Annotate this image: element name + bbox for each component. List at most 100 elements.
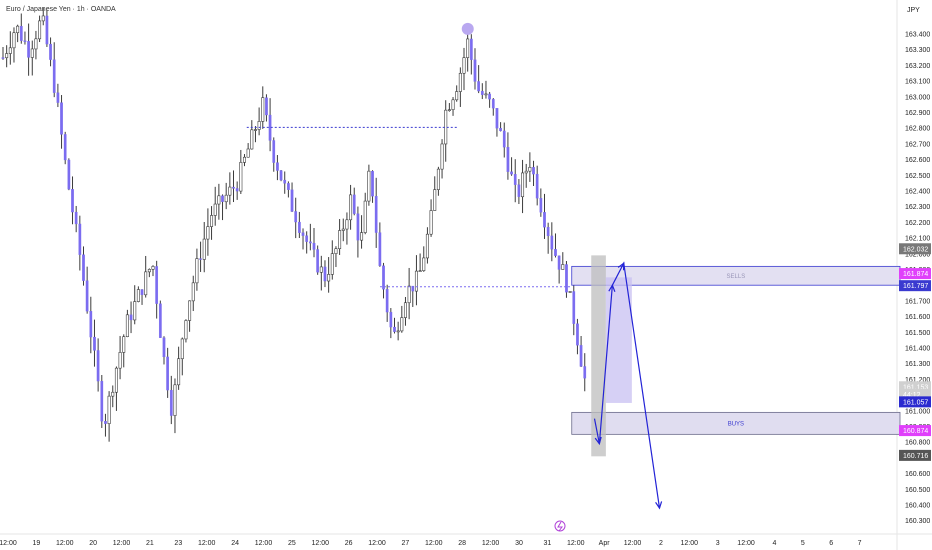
candle <box>568 291 572 293</box>
candle-body <box>250 129 254 150</box>
candle-body <box>411 285 415 292</box>
candle-body <box>104 421 107 424</box>
candle <box>444 100 448 162</box>
candle-body <box>202 238 206 260</box>
x-tick-label: 12:00 <box>311 540 329 547</box>
x-tick-label: 12:00 <box>567 540 585 547</box>
candle-body <box>111 391 115 397</box>
swing-high-marker <box>461 22 474 35</box>
candle <box>85 266 89 314</box>
candle <box>557 255 561 284</box>
candle <box>550 222 554 262</box>
candle-body <box>506 147 510 172</box>
candle-body <box>345 219 349 230</box>
candle <box>144 255 148 298</box>
price-badge-bg <box>899 396 931 408</box>
candle <box>403 296 407 326</box>
candle-body <box>253 129 257 131</box>
candle <box>521 159 525 214</box>
candle-body <box>316 249 320 273</box>
candle <box>349 184 353 230</box>
candle <box>294 197 298 239</box>
candle <box>330 240 334 280</box>
candle-body <box>5 53 9 59</box>
candle <box>411 285 415 307</box>
y-tick-label: 160.500 <box>905 487 930 494</box>
candle <box>469 34 473 75</box>
candle <box>217 183 221 220</box>
candle <box>535 165 539 206</box>
x-tick-label: 28 <box>458 540 466 547</box>
candle <box>221 194 224 221</box>
candle <box>345 212 349 245</box>
candle-body <box>539 198 543 213</box>
candle-body <box>371 171 374 197</box>
y-tick-label: 160.600 <box>905 471 930 478</box>
candle-body <box>473 59 477 82</box>
candle <box>74 205 78 233</box>
x-tick-label: 3 <box>716 540 720 547</box>
candle-body <box>550 235 554 250</box>
candle <box>579 336 583 368</box>
candle-body <box>1 57 5 59</box>
candle <box>224 182 228 210</box>
candle-body <box>169 389 173 416</box>
candle <box>23 31 27 45</box>
candle <box>45 9 49 47</box>
y-tick-label: 163.000 <box>905 94 930 101</box>
x-tick-label: 12:00 <box>624 540 642 547</box>
candle <box>162 336 166 365</box>
projection-arrowhead <box>608 283 616 292</box>
candle <box>473 48 477 90</box>
price-badge-text: 161.797 <box>903 283 928 290</box>
candle-body <box>352 194 356 214</box>
candle <box>517 179 521 205</box>
candle <box>341 218 345 242</box>
candle <box>363 192 367 235</box>
candle-body <box>228 186 232 196</box>
candle <box>155 260 159 319</box>
candle <box>572 280 576 336</box>
candle-body <box>451 99 455 110</box>
candle-body <box>576 323 579 346</box>
candle-body <box>363 200 367 233</box>
candle-body <box>389 311 393 328</box>
x-tick-label: 7 <box>858 540 862 547</box>
candle <box>118 335 122 380</box>
candle <box>239 149 243 195</box>
x-tick-label: 23 <box>174 540 182 547</box>
price-badge-bg <box>899 280 931 292</box>
candle <box>396 321 400 341</box>
price-badge-bg <box>899 268 931 280</box>
candle-body <box>418 270 422 272</box>
candle-body <box>524 170 528 174</box>
candle-body <box>235 188 239 192</box>
candle <box>433 176 437 211</box>
candle <box>338 219 342 255</box>
candle <box>488 91 491 108</box>
price-badge: 161.153 <box>899 381 931 393</box>
candle <box>136 286 140 303</box>
candle <box>583 353 587 392</box>
candle <box>107 391 111 442</box>
candle-body <box>455 91 459 101</box>
candle <box>125 309 129 338</box>
candle <box>184 319 188 343</box>
candle <box>56 83 60 108</box>
candle <box>63 131 67 165</box>
price-badge-bg <box>899 449 931 461</box>
x-tick-label: Apr <box>599 540 611 547</box>
candle <box>213 186 217 226</box>
candle-body <box>458 72 462 92</box>
candle <box>477 65 480 94</box>
candle-body <box>158 303 162 338</box>
candle-body <box>312 242 316 250</box>
candle-body <box>535 173 539 199</box>
candle-body <box>246 148 250 158</box>
candle <box>140 289 144 305</box>
candle <box>407 267 411 320</box>
candle-body <box>546 227 550 237</box>
y-tick-label: 162.800 <box>905 126 930 133</box>
candle <box>499 122 502 132</box>
